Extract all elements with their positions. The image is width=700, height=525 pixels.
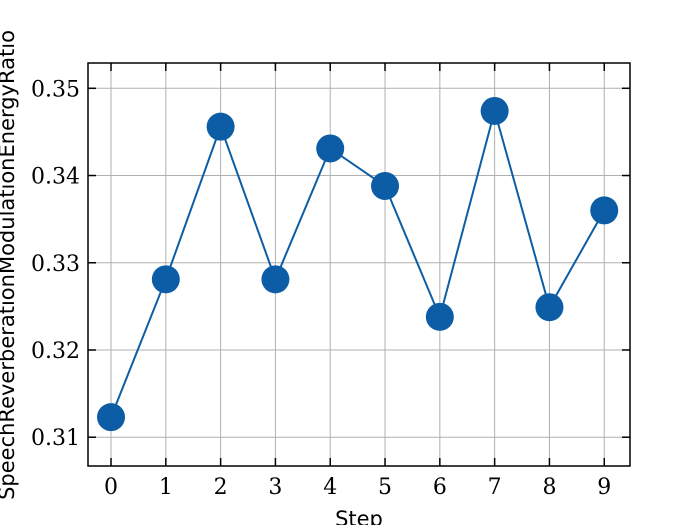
data-point — [151, 265, 180, 294]
data-point — [206, 112, 235, 141]
x-tick-label: 0 — [104, 475, 118, 500]
data-point — [480, 96, 509, 125]
x-tick-label: 9 — [597, 475, 611, 500]
data-line — [110, 107, 606, 418]
data-point — [535, 293, 564, 322]
x-tick-label: 7 — [488, 475, 502, 500]
data-point — [425, 302, 454, 331]
data-point — [371, 171, 400, 200]
data-point — [316, 134, 345, 163]
y-tick-label: 0.34 — [31, 165, 80, 190]
y-tick-label: 0.31 — [31, 426, 80, 451]
x-tick-label: 2 — [214, 475, 228, 500]
y-tick-label: 0.32 — [31, 339, 80, 364]
x-tick-label: 4 — [323, 475, 337, 500]
y-tick-label: 0.33 — [31, 252, 80, 277]
data-point — [590, 196, 619, 225]
x-tick-label: 5 — [378, 475, 392, 500]
y-axis-label: SpeechReverberationModulationEnergyRatio — [0, 30, 19, 500]
data-point — [261, 265, 290, 294]
x-axis-label: Step — [335, 507, 383, 525]
plot-frame — [87, 62, 631, 467]
x-tick-label: 3 — [268, 475, 282, 500]
data-point — [97, 403, 126, 432]
x-tick-label: 1 — [159, 475, 173, 500]
y-tick-label: 0.35 — [31, 77, 80, 102]
x-tick-label: 6 — [433, 475, 447, 500]
x-tick-label: 8 — [542, 475, 556, 500]
